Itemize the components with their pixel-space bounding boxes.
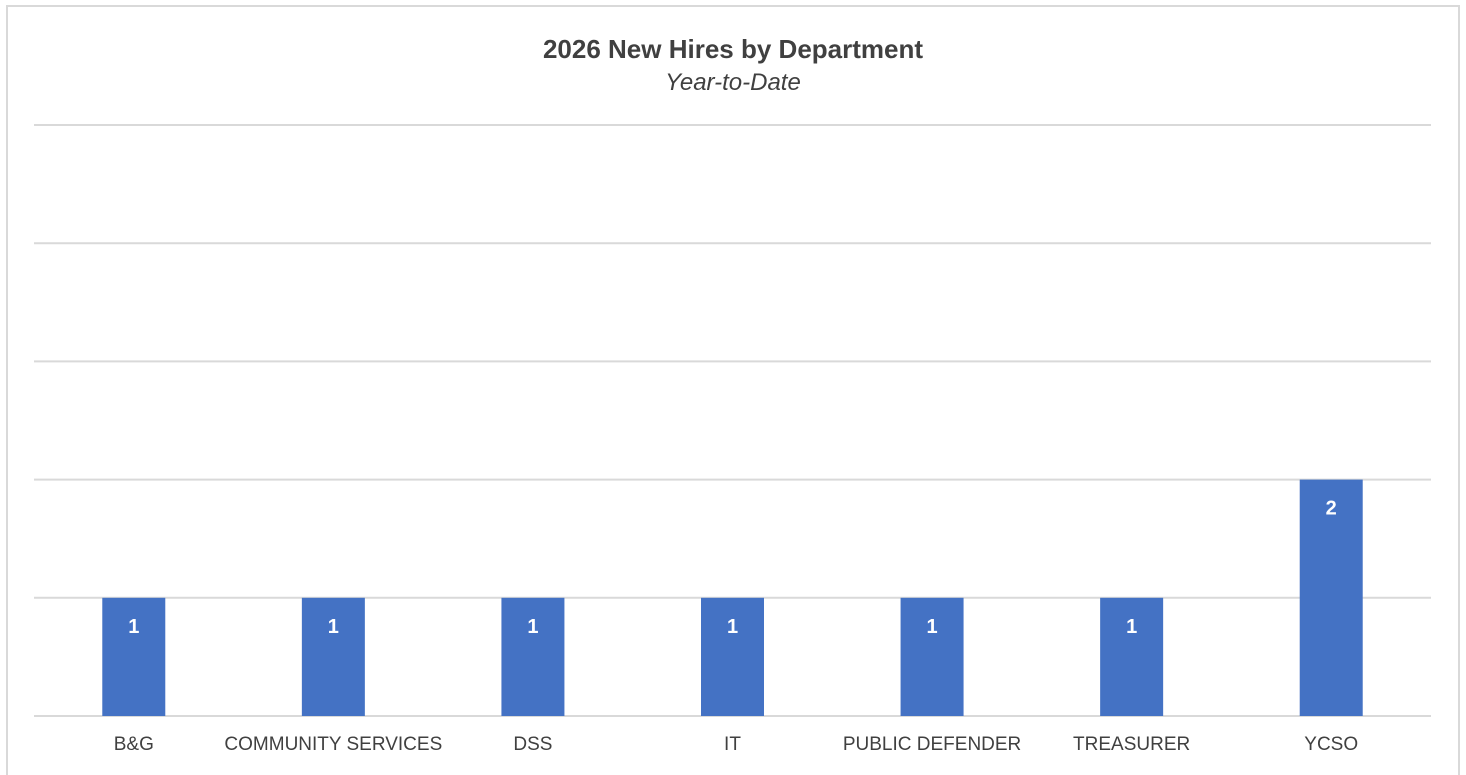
gridlines <box>34 124 1431 717</box>
bar <box>301 597 365 716</box>
category-label: PUBLIC DEFENDER <box>843 734 1021 755</box>
category-label: DSS <box>513 734 552 755</box>
bar <box>102 597 166 716</box>
data-label: 2 <box>1326 498 1337 520</box>
category-label: IT <box>724 734 741 755</box>
category-label: B&G <box>114 734 154 755</box>
data-label: 1 <box>927 616 938 638</box>
bar <box>501 597 565 716</box>
bar <box>1100 597 1164 716</box>
data-labels: 1 1 1 1 1 1 2 <box>128 498 1337 638</box>
category-labels: B&G COMMUNITY SERVICES DSS IT PUBLIC DEFENDE… <box>114 734 1358 755</box>
chart-subtitle: Year-to-Date <box>665 69 801 96</box>
chart-title: 2026 New Hires by Department <box>542 34 924 64</box>
data-label: 1 <box>128 616 139 638</box>
data-label: 1 <box>727 616 738 638</box>
bar <box>1299 479 1363 716</box>
data-label: 1 <box>527 616 538 638</box>
data-label: 1 <box>1126 616 1137 638</box>
category-label: COMMUNITY SERVICES <box>224 734 442 755</box>
category-label: TREASURER <box>1073 734 1190 755</box>
bar <box>900 597 964 716</box>
bars <box>102 479 1363 716</box>
category-label: YCSO <box>1304 734 1358 755</box>
data-label: 1 <box>328 616 339 638</box>
bar <box>701 597 764 716</box>
